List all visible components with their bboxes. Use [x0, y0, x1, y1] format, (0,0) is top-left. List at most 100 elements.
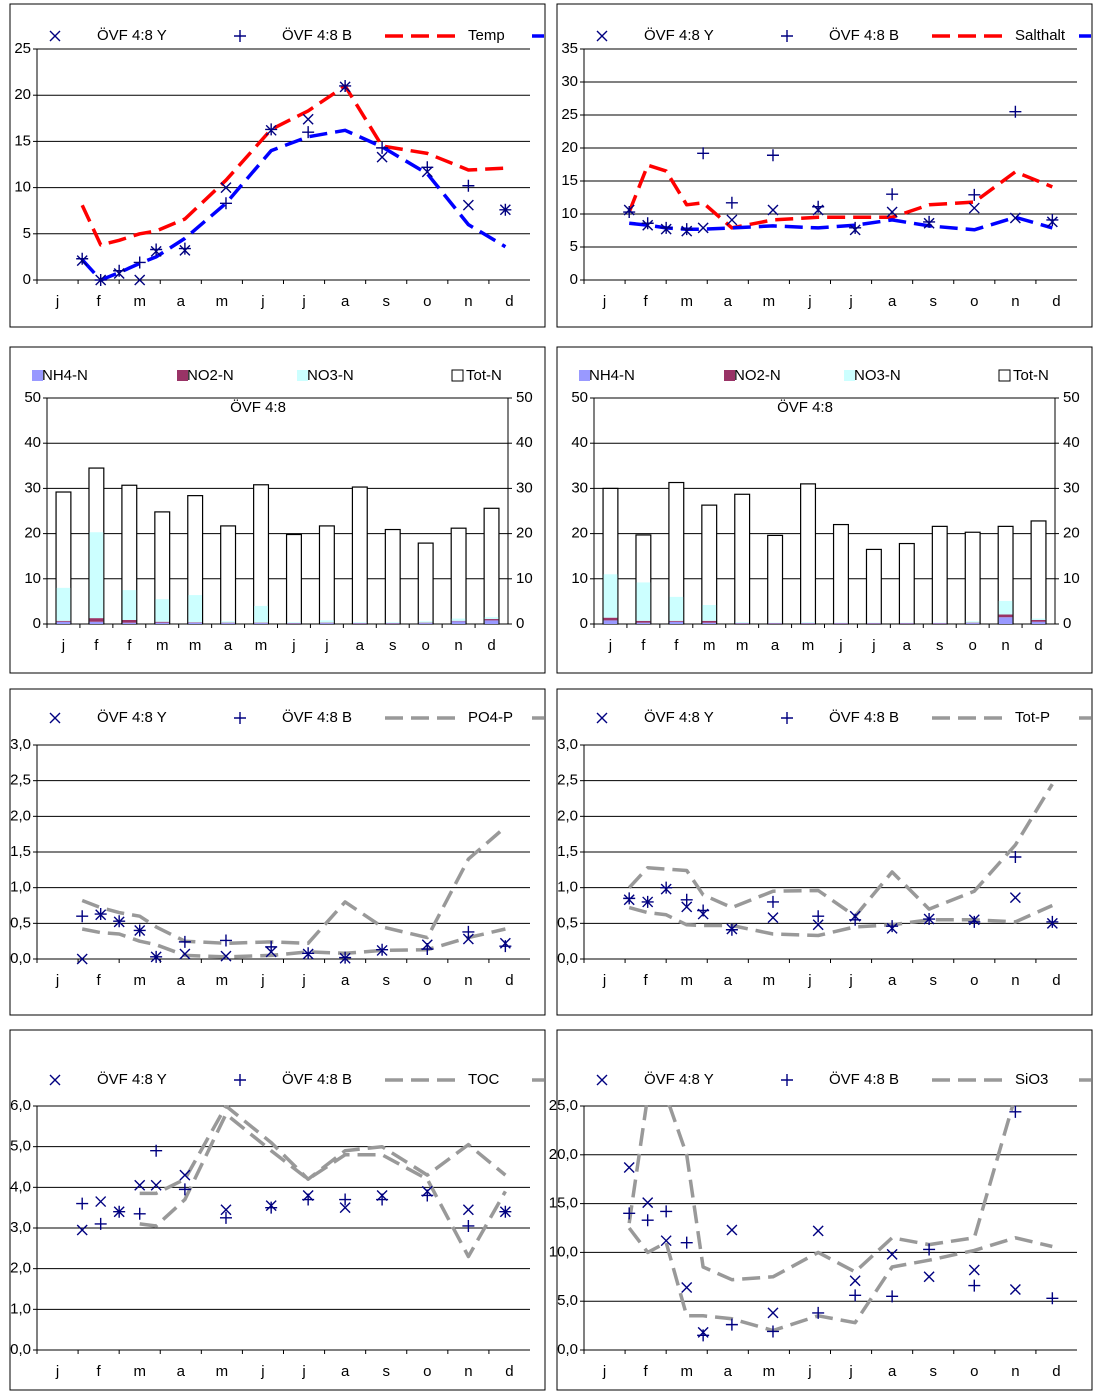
bar-segment — [419, 623, 433, 624]
x-tick-label: d — [1034, 637, 1042, 654]
x-tick-label: s — [382, 293, 390, 310]
bar-segment — [485, 617, 499, 619]
bar — [899, 544, 914, 624]
x-tick-label: s — [382, 972, 390, 989]
bar-segment — [702, 605, 716, 621]
bar-segment — [320, 620, 334, 622]
x-tick-label: n — [464, 1363, 472, 1380]
bar-segment — [320, 623, 334, 624]
x-tick-label: a — [224, 637, 233, 654]
y-tick-label: 0 — [570, 271, 578, 288]
bar-segment — [1032, 620, 1046, 622]
bar-segment — [353, 622, 367, 623]
x-tick-label: n — [1011, 972, 1019, 989]
y-tick-label: 10 — [571, 570, 588, 587]
bar-segment — [801, 622, 815, 623]
y2-tick-label: 20 — [1063, 525, 1080, 542]
x-tick-label: d — [1052, 1363, 1060, 1380]
y-tick-label: 20 — [571, 525, 588, 542]
legend-label: NH4-N — [589, 367, 635, 384]
x-tick-label: o — [970, 972, 978, 989]
x-tick-label: a — [356, 637, 365, 654]
x-tick-label: j — [260, 1363, 264, 1380]
y-tick-label: 20,0 — [549, 1146, 578, 1163]
x-tick-label: d — [505, 1363, 513, 1380]
y2-tick-label: 0 — [1063, 615, 1071, 632]
bar — [1031, 521, 1046, 624]
legend-label: NO3-N — [854, 367, 901, 384]
legend-label: Tot-N — [1013, 367, 1049, 384]
bar-segment — [637, 623, 651, 624]
bar-segment — [419, 621, 433, 622]
x-tick-label: m — [133, 972, 146, 989]
y-tick-label: 20 — [14, 86, 31, 103]
bar — [768, 535, 783, 624]
bar-segment — [670, 622, 684, 624]
y-tick-label: 5 — [23, 225, 31, 242]
bar — [834, 525, 849, 624]
panel-frame — [10, 4, 545, 327]
y2-tick-label: 40 — [1063, 434, 1080, 451]
x-tick-label: a — [888, 972, 897, 989]
bar-segment — [155, 599, 169, 622]
x-tick-label: m — [216, 1363, 229, 1380]
bar-segment — [637, 582, 651, 620]
y-tick-label: 15,0 — [549, 1195, 578, 1212]
x-tick-label: m — [680, 972, 693, 989]
y-tick-label: 50 — [24, 389, 41, 406]
y-tick-label: 30 — [24, 479, 41, 496]
x-tick-label: d — [1052, 293, 1060, 310]
y-tick-label: 0,5 — [10, 914, 31, 931]
x-tick-label: j — [871, 637, 875, 654]
bar-segment — [485, 619, 499, 620]
x-tick-label: a — [341, 972, 350, 989]
bar-segment — [221, 623, 235, 624]
bar-segment — [287, 622, 301, 623]
bar-segment — [90, 622, 104, 624]
y-tick-label: 1,5 — [10, 843, 31, 860]
x-tick-label: m — [736, 637, 749, 654]
panel-frame — [10, 1030, 545, 1390]
y-tick-label: 0,0 — [557, 1341, 578, 1358]
legend-label: ÖVF 4:8 Y — [97, 1070, 167, 1088]
bar — [385, 530, 400, 624]
x-tick-label: o — [423, 293, 431, 310]
y-tick-label: 10,0 — [549, 1243, 578, 1260]
x-tick-label: d — [505, 972, 513, 989]
x-tick-label: j — [602, 972, 606, 989]
x-tick-label: m — [133, 1363, 146, 1380]
y2-tick-label: 50 — [516, 389, 533, 406]
x-tick-label: m — [703, 637, 716, 654]
x-tick-label: s — [382, 1363, 390, 1380]
bar — [484, 508, 499, 624]
y-tick-label: 0 — [23, 271, 31, 288]
y-tick-label: 40 — [24, 434, 41, 451]
bar — [932, 526, 947, 624]
legend-label: ÖVF 4:8 B — [829, 708, 899, 726]
bar-segment — [188, 623, 202, 624]
y-tick-label: 1,0 — [10, 879, 31, 896]
bar — [319, 526, 334, 624]
x-tick-label: j — [55, 293, 59, 310]
y-tick-label: 35 — [561, 40, 578, 57]
y-tick-label: 10 — [14, 179, 31, 196]
legend-label: ÖVF 4:8 B — [829, 26, 899, 44]
bar — [451, 528, 466, 624]
bar-segment — [999, 615, 1013, 618]
legend-label: ÖVF 4:8 Y — [644, 708, 714, 726]
bar — [221, 526, 236, 624]
x-tick-label: s — [929, 972, 937, 989]
bar-segment — [90, 618, 104, 622]
x-tick-label: s — [929, 293, 937, 310]
bar-segment — [57, 621, 71, 622]
bar-segment — [1032, 619, 1046, 620]
x-tick-label: n — [464, 293, 472, 310]
x-tick-label: o — [422, 637, 430, 654]
y-tick-label: 20 — [24, 525, 41, 542]
x-tick-label: a — [341, 293, 350, 310]
bar-segment — [123, 620, 137, 623]
x-tick-label: n — [464, 972, 472, 989]
y-tick-label: 0,0 — [557, 950, 578, 967]
